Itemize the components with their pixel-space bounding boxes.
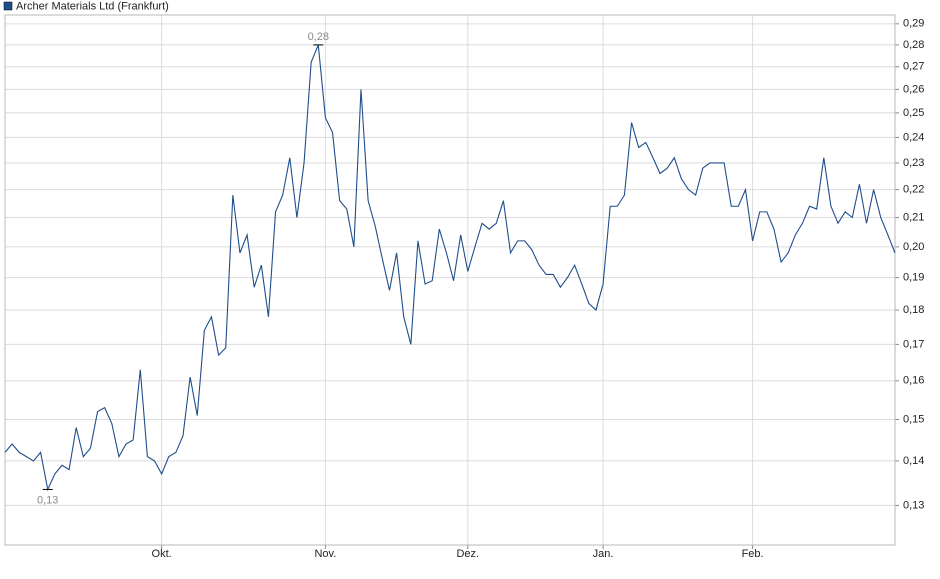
legend-label: Archer Materials Ltd (Frankfurt) [16,0,169,12]
y-tick-label: 0,15 [903,413,924,425]
x-tick-label: Feb. [742,548,764,560]
y-tick-label: 0,24 [903,131,924,143]
y-tick-label: 0,27 [903,61,924,73]
y-tick-label: 0,26 [903,83,924,95]
y-tick-label: 0,22 [903,184,924,196]
y-tick-label: 0,17 [903,338,924,350]
y-tick-label: 0,18 [903,304,924,316]
y-tick-label: 0,16 [903,375,924,387]
y-tick-label: 0,29 [903,18,924,30]
min-label: 0,13 [37,494,58,506]
price-line [4,44,896,492]
x-tick-label: Jan. [593,548,614,560]
x-tick-label: Dez. [456,548,479,560]
x-tick-label: Okt. [152,548,172,560]
y-tick-label: 0,19 [903,272,924,284]
plot-frame [4,14,896,546]
max-label: 0,28 [308,31,329,43]
y-tick-label: 0,21 [903,211,924,223]
y-tick-label: 0,14 [903,455,924,467]
y-tick-label: 0,23 [903,157,924,169]
legend-swatch [3,1,13,11]
y-tick-label: 0,28 [903,39,924,51]
x-tick-label: Nov. [314,548,336,560]
y-tick-label: 0,20 [903,241,924,253]
y-tick-label: 0,25 [903,107,924,119]
y-tick-label: 0,13 [903,499,924,511]
